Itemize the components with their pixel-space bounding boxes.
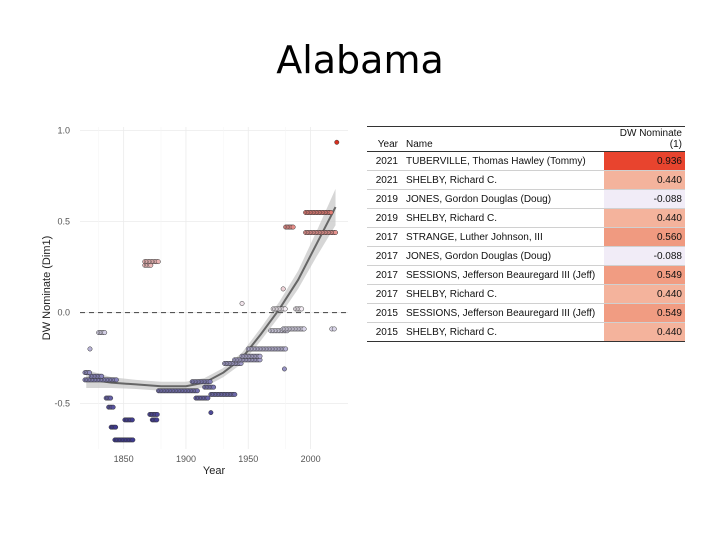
x-tick-label: 1900 [176, 454, 196, 464]
cell-name: SESSIONS, Jefferson Beauregard III (Jeff… [401, 303, 604, 323]
data-point [333, 230, 338, 235]
table-row: 2021 TUBERVILLE, Thomas Hawley (Tommy) 0.9… [367, 151, 685, 171]
senators-table: Year Name DW Nominate (1) 2021 TUBERVILLE… [367, 126, 685, 342]
data-point [282, 306, 288, 312]
slide-title: Alabama [276, 38, 444, 82]
cell-name: SHELBY, Richard C. [401, 322, 604, 342]
table-header-row: Year Name DW Nominate (1) [367, 126, 685, 152]
cell-year: 2019 [367, 189, 401, 209]
col-dw-header: DW Nominate (1) [604, 126, 685, 152]
data-point [290, 224, 296, 230]
cell-year: 2015 [367, 303, 401, 323]
data-point [99, 373, 105, 379]
gridlines [80, 127, 348, 449]
table-row: 2017 SHELBY, Richard C. 0.440 [367, 284, 685, 304]
data-point [299, 306, 305, 312]
data-point [130, 437, 136, 443]
data-point [154, 417, 160, 423]
cell-dw-value: 0.549 [604, 265, 685, 285]
data-point [257, 353, 263, 359]
data-point [207, 379, 213, 385]
cell-year: 2021 [367, 151, 401, 171]
table-row: 2017 STRANGE, Luther Johnson, III 0.560 [367, 227, 685, 247]
cell-name: STRANGE, Luther Johnson, III [401, 227, 604, 247]
data-point [281, 366, 287, 372]
table-row: 2021 SHELBY, Richard C. 0.440 [367, 170, 685, 190]
data-point [108, 395, 114, 401]
data-point [102, 330, 108, 336]
cell-name: TUBERVILLE, Thomas Hawley (Tommy) [401, 151, 604, 171]
data-point [129, 417, 135, 423]
x-tick-label: 1950 [238, 454, 258, 464]
y-tick-label: 1.0 [57, 126, 70, 136]
cell-dw-value: 0.440 [604, 170, 685, 190]
data-point [87, 346, 93, 352]
data-point [113, 424, 119, 430]
data-points [82, 139, 340, 443]
plot-panel [80, 127, 348, 449]
col-name-header: Name [401, 126, 604, 152]
cell-dw-value: 0.936 [604, 151, 685, 171]
cell-name: JONES, Gordon Douglas (Doug) [401, 189, 604, 209]
cell-dw-value: 0.440 [604, 322, 685, 342]
table-row: 2019 SHELBY, Richard C. 0.440 [367, 208, 685, 228]
table-row: 2017 SESSIONS, Jefferson Beauregard III (… [367, 265, 685, 285]
data-point [205, 395, 211, 401]
trend-curve [86, 206, 337, 388]
data-point [301, 326, 307, 332]
data-point [328, 210, 334, 215]
cell-year: 2017 [367, 265, 401, 285]
data-point [283, 346, 289, 352]
table-row: 2017 JONES, Gordon Douglas (Doug) -0.088 [367, 246, 685, 266]
cell-name: SESSIONS, Jefferson Beauregard III (Jeff… [401, 265, 604, 285]
cell-dw-value: -0.088 [604, 246, 685, 266]
cell-dw-value: 0.560 [604, 227, 685, 247]
data-point [113, 377, 119, 383]
col-year-header: Year [367, 126, 401, 152]
table-row: 2015 SHELBY, Richard C. 0.440 [367, 322, 685, 342]
cell-dw-value: 0.440 [604, 208, 685, 228]
x-tick-label: 1850 [114, 454, 134, 464]
x-tick-label: 2000 [301, 454, 321, 464]
cell-year: 2017 [367, 284, 401, 304]
trend-line [86, 206, 337, 388]
cell-year: 2019 [367, 208, 401, 228]
table-row: 2015 SESSIONS, Jefferson Beauregard III (… [367, 303, 685, 323]
y-tick-label: -0.5 [54, 399, 70, 409]
data-point [154, 411, 160, 417]
cell-name: SHELBY, Richard C. [401, 284, 604, 304]
data-point [194, 388, 200, 394]
x-axis-ticks: 1850 1900 1950 2000 [114, 454, 321, 464]
y-axis-ticks: -0.5 0.0 0.5 1.0 [54, 126, 70, 409]
cell-name: SHELBY, Richard C. [401, 170, 604, 190]
data-point [87, 370, 92, 376]
cell-dw-value: -0.088 [604, 189, 685, 209]
y-axis-label: DW Nominate (Dim1) [41, 236, 53, 341]
data-point [110, 404, 116, 410]
data-point [208, 410, 214, 416]
table-row: 2019 JONES, Gordon Douglas (Doug) -0.088 [367, 189, 685, 209]
y-tick-label: 0.0 [57, 308, 70, 318]
data-point [334, 139, 340, 145]
data-point [155, 259, 161, 265]
y-tick-label: 0.5 [57, 217, 70, 227]
cell-name: JONES, Gordon Douglas (Doug) [401, 246, 604, 266]
cell-year: 2015 [367, 322, 401, 342]
data-point [211, 384, 217, 390]
data-point [232, 391, 238, 397]
cell-dw-value: 0.440 [604, 284, 685, 304]
data-point [239, 301, 245, 306]
cell-year: 2017 [367, 227, 401, 247]
cell-dw-value: 0.549 [604, 303, 685, 323]
cell-year: 2021 [367, 170, 401, 190]
cell-name: SHELBY, Richard C. [401, 208, 604, 228]
x-axis-label: Year [203, 465, 226, 477]
data-point [280, 286, 286, 292]
data-point [331, 326, 337, 332]
cell-year: 2017 [367, 246, 401, 266]
